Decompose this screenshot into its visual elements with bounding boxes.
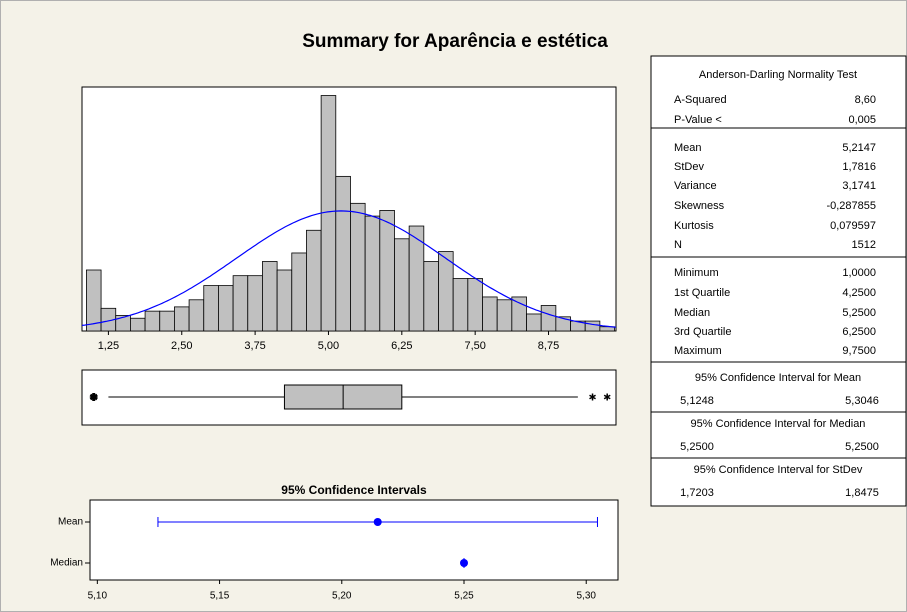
- stat-value: 1,0000: [842, 267, 876, 279]
- stat-value: 0,079597: [830, 220, 876, 232]
- x-tick-label: 6,25: [391, 340, 412, 352]
- bar: [276, 269, 293, 332]
- stat-name: Skewness: [674, 200, 725, 212]
- stat-name: StDev: [674, 161, 704, 173]
- bar: [335, 175, 351, 332]
- interval-low: 5,1248: [680, 395, 714, 407]
- bar: [320, 95, 337, 332]
- bar: [144, 310, 161, 332]
- bar: [130, 317, 146, 332]
- x-tick-label: 5,00: [318, 340, 339, 352]
- stat-value: 6,2500: [842, 326, 876, 338]
- interval-title: 95% Confidence Interval for Median: [691, 418, 866, 430]
- bar: [511, 296, 527, 332]
- bar: [482, 296, 498, 332]
- stats-title: Anderson-Darling Normality Test: [699, 69, 857, 81]
- interval-high: 5,3046: [845, 395, 879, 407]
- x-tick-label: 2,50: [171, 340, 192, 352]
- category-label: Median: [50, 558, 83, 569]
- stat-name: 1st Quartile: [674, 287, 730, 299]
- x-tick-label: 8,75: [538, 340, 559, 352]
- stat-name: Mean: [674, 142, 702, 154]
- stat-name: Median: [674, 307, 710, 319]
- bar: [438, 251, 454, 332]
- interval-high: 1,8475: [845, 487, 879, 499]
- interval-high: 5,2500: [845, 441, 879, 453]
- stats-panel: [650, 55, 907, 507]
- outlier: [89, 393, 98, 401]
- stat-name: Kurtosis: [674, 220, 714, 232]
- x-tick-label: 7,50: [464, 340, 485, 352]
- stat-value: -0,287855: [826, 200, 876, 212]
- ci-point: [373, 518, 382, 526]
- stat-value: 0,005: [848, 114, 876, 126]
- bar: [306, 229, 322, 332]
- stat-name: Minimum: [674, 267, 719, 279]
- stat-value: 5,2147: [842, 142, 876, 154]
- bar: [350, 202, 366, 332]
- stat-value: 1,7816: [842, 161, 876, 173]
- interval-low: 5,2500: [680, 441, 714, 453]
- stat-value: 5,2500: [842, 307, 876, 319]
- stat-name: Maximum: [674, 345, 722, 357]
- bar: [423, 261, 439, 332]
- outlier: [603, 393, 611, 401]
- stat-name: N: [674, 239, 682, 251]
- bar: [291, 252, 307, 332]
- bar: [496, 299, 513, 332]
- bar: [584, 320, 601, 332]
- bar: [364, 215, 381, 332]
- x-tick-label: 3,75: [244, 340, 265, 352]
- bar: [394, 238, 410, 332]
- bar: [452, 278, 469, 332]
- chart-title: Summary for Aparência e estética: [302, 31, 608, 52]
- bar: [467, 278, 483, 332]
- bar: [262, 261, 278, 332]
- stat-name: 3rd Quartile: [674, 326, 731, 338]
- ci-plot: [89, 499, 619, 581]
- x-tick-label: 5,20: [332, 591, 352, 602]
- stat-value: 1512: [852, 239, 876, 251]
- bar: [188, 299, 205, 332]
- stat-name: A-Squared: [674, 94, 727, 106]
- bar: [174, 306, 190, 332]
- bar: [232, 275, 249, 332]
- x-tick-label: 5,25: [454, 591, 474, 602]
- stat-value: 9,7500: [842, 345, 876, 357]
- bar: [379, 210, 395, 332]
- interval-title: 95% Confidence Interval for StDev: [694, 464, 863, 476]
- outlier: [589, 393, 596, 401]
- bar: [247, 275, 263, 332]
- x-tick-label: 5,30: [576, 591, 596, 602]
- stat-name: P-Value <: [674, 114, 722, 126]
- stat-value: 4,2500: [842, 287, 876, 299]
- stat-value: 8,60: [855, 94, 876, 106]
- stat-value: 3,1741: [842, 180, 876, 192]
- interval-low: 1,7203: [680, 487, 714, 499]
- bar: [218, 285, 234, 332]
- bar: [540, 305, 557, 332]
- ci-point: [460, 559, 468, 567]
- normal-curve: [81, 210, 617, 328]
- bar: [159, 310, 175, 332]
- stat-name: Variance: [674, 180, 717, 192]
- bar: [203, 285, 219, 332]
- category-label: Mean: [58, 517, 83, 528]
- x-tick-label: 5,10: [88, 591, 108, 602]
- bar: [86, 269, 102, 332]
- x-tick-label: 1,25: [98, 340, 119, 352]
- interval-title: 95% Confidence Interval for Mean: [695, 372, 861, 384]
- ci-title: 95% Confidence Intervals: [281, 483, 427, 497]
- bar: [526, 313, 542, 332]
- x-tick-label: 5,15: [210, 591, 230, 602]
